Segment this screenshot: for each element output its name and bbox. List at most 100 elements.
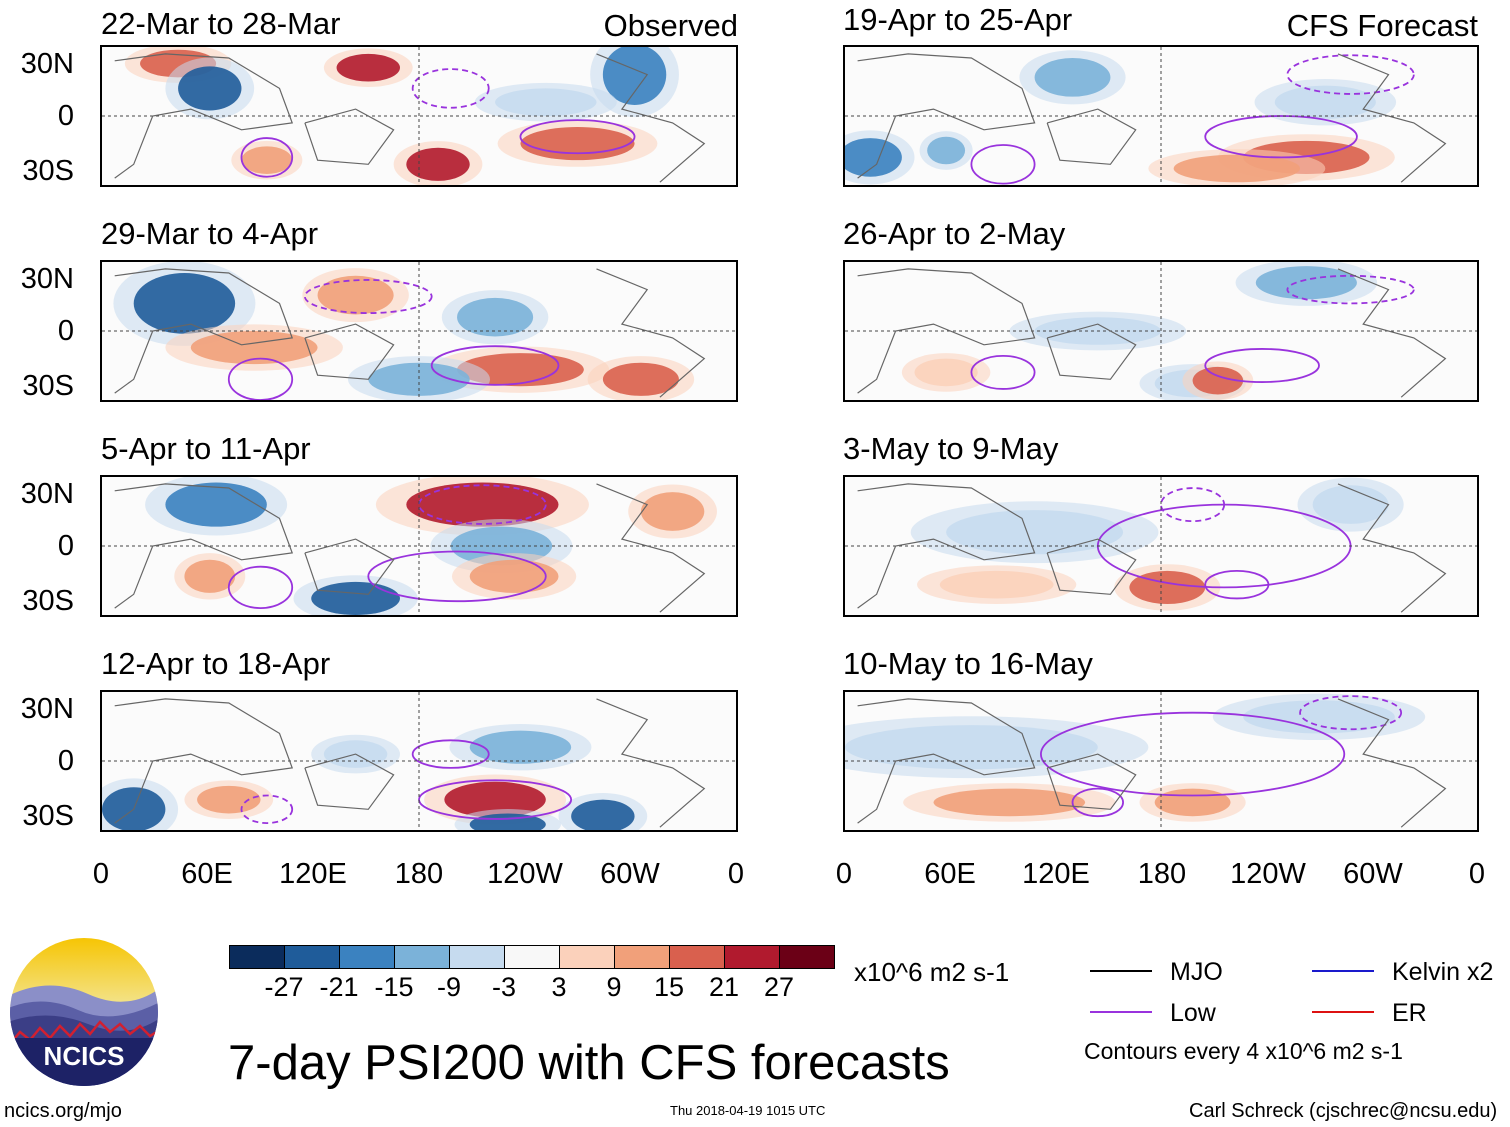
coastline — [304, 753, 395, 810]
contour-loop — [227, 565, 294, 609]
anomaly-core — [1034, 58, 1111, 97]
credit: Carl Schreck (cjschrec@ncsu.edu) — [1189, 1100, 1498, 1122]
coastline — [304, 538, 395, 595]
coastline — [1337, 268, 1447, 398]
legend-line-er — [1312, 1011, 1374, 1013]
contour-loop — [970, 144, 1036, 185]
contour-loop — [411, 68, 490, 109]
y-tick-30s: 30S — [22, 370, 74, 402]
y-tick-0: 0 — [57, 745, 74, 777]
legend-label-kelvin: Kelvin x2 — [1392, 958, 1494, 986]
ncics-logo: NCICS — [8, 936, 160, 1088]
y-tick-30s: 30S — [22, 585, 74, 617]
coastline — [1337, 698, 1447, 828]
x-tick: 120W — [1230, 858, 1306, 890]
coastline — [1046, 323, 1137, 380]
anomaly-core — [495, 88, 597, 116]
y-tick-30n: 30N — [20, 478, 74, 510]
anomaly-core — [845, 725, 1098, 770]
x-tick: 120W — [487, 858, 563, 890]
contour-loop — [1071, 787, 1124, 818]
colorbar-label: -3 — [491, 972, 517, 1002]
x-tick: 0 — [835, 858, 853, 890]
coastline — [114, 53, 294, 179]
anomaly-core — [602, 362, 679, 396]
colorbar-swatch — [284, 945, 340, 969]
map-panel — [100, 260, 738, 402]
site-link[interactable]: ncics.org/mjo — [4, 1100, 122, 1122]
colorbar-swatch — [229, 945, 285, 969]
anomaly-core — [241, 146, 293, 174]
x-tick: 60E — [924, 858, 976, 890]
coastline — [596, 483, 706, 613]
anomaly-core — [571, 799, 635, 830]
y-tick-30n: 30N — [20, 263, 74, 295]
anomaly-core — [1173, 154, 1301, 183]
anomaly-core — [1312, 485, 1389, 524]
anomaly-core — [1154, 788, 1231, 817]
legend-line-low — [1090, 1011, 1152, 1013]
legend-line-mjo — [1090, 970, 1152, 972]
anomaly-core — [914, 358, 978, 387]
x-tick: 60W — [1343, 858, 1403, 890]
anomaly-core — [165, 482, 267, 527]
coastline — [596, 53, 706, 183]
colorbar-swatch — [559, 945, 615, 969]
y-tick-30n: 30N — [20, 693, 74, 725]
anomaly-core — [368, 362, 470, 396]
anomaly-core — [946, 510, 1124, 555]
anomaly-core — [184, 559, 236, 593]
anomaly-core — [845, 138, 902, 177]
contour-loop — [227, 357, 294, 400]
anomaly-core — [1192, 366, 1244, 395]
contour-loop — [1204, 348, 1320, 383]
contour-loop — [519, 119, 636, 155]
figure-title: 7-day PSI200 with CFS forecasts — [228, 1036, 950, 1090]
coastline — [596, 268, 706, 398]
anomaly-core — [133, 273, 236, 334]
x-tick: 0 — [92, 858, 110, 890]
contour-loop — [430, 345, 560, 386]
colorbar-label: 9 — [606, 972, 622, 1002]
coastline — [1046, 108, 1137, 165]
contour-loop — [1040, 711, 1346, 797]
anomaly-core — [933, 788, 1086, 817]
x-tick: 60W — [600, 858, 660, 890]
x-tick: 120E — [1022, 858, 1090, 890]
contour-loop — [418, 484, 547, 525]
coastline — [114, 698, 294, 824]
x-tick: 180 — [1137, 858, 1187, 890]
anomaly-core — [640, 492, 705, 531]
contour-loop — [418, 779, 573, 820]
y-tick-0: 0 — [57, 100, 74, 132]
timestamp: Thu 2018-04-19 1015 UTC — [670, 1103, 826, 1118]
colorbar-swatch — [779, 945, 835, 969]
contour-loop — [1286, 54, 1415, 95]
x-tick: 120E — [279, 858, 347, 890]
colorbar-swatch — [669, 945, 725, 969]
anomaly-core — [178, 66, 242, 111]
x-tick: 60E — [181, 858, 233, 890]
anomaly-core — [602, 47, 667, 105]
colorbar-label: -27 — [264, 972, 304, 1002]
observed-label: Observed — [603, 8, 738, 43]
anomaly-core — [311, 581, 400, 615]
contour-loop — [367, 550, 547, 603]
colorbar-swatch — [449, 945, 505, 969]
anomaly-core — [336, 53, 400, 82]
legend-line-kelvin — [1312, 970, 1374, 972]
coastline — [1046, 538, 1137, 595]
colorbar-label: -9 — [436, 972, 462, 1002]
coastline — [1337, 53, 1447, 183]
coastline — [596, 698, 706, 828]
anomaly-core — [406, 147, 470, 181]
x-tick: 0 — [727, 858, 745, 890]
colorbar-label: 21 — [708, 972, 740, 1002]
y-tick-0: 0 — [57, 315, 74, 347]
contour-loop — [411, 739, 490, 769]
legend-label-mjo: MJO — [1170, 958, 1223, 986]
contour-loop — [1204, 115, 1358, 159]
anomaly-core — [939, 570, 1054, 599]
coastline — [304, 323, 395, 380]
panel-title-fc-4: 10-May to 16-May — [843, 646, 1093, 681]
